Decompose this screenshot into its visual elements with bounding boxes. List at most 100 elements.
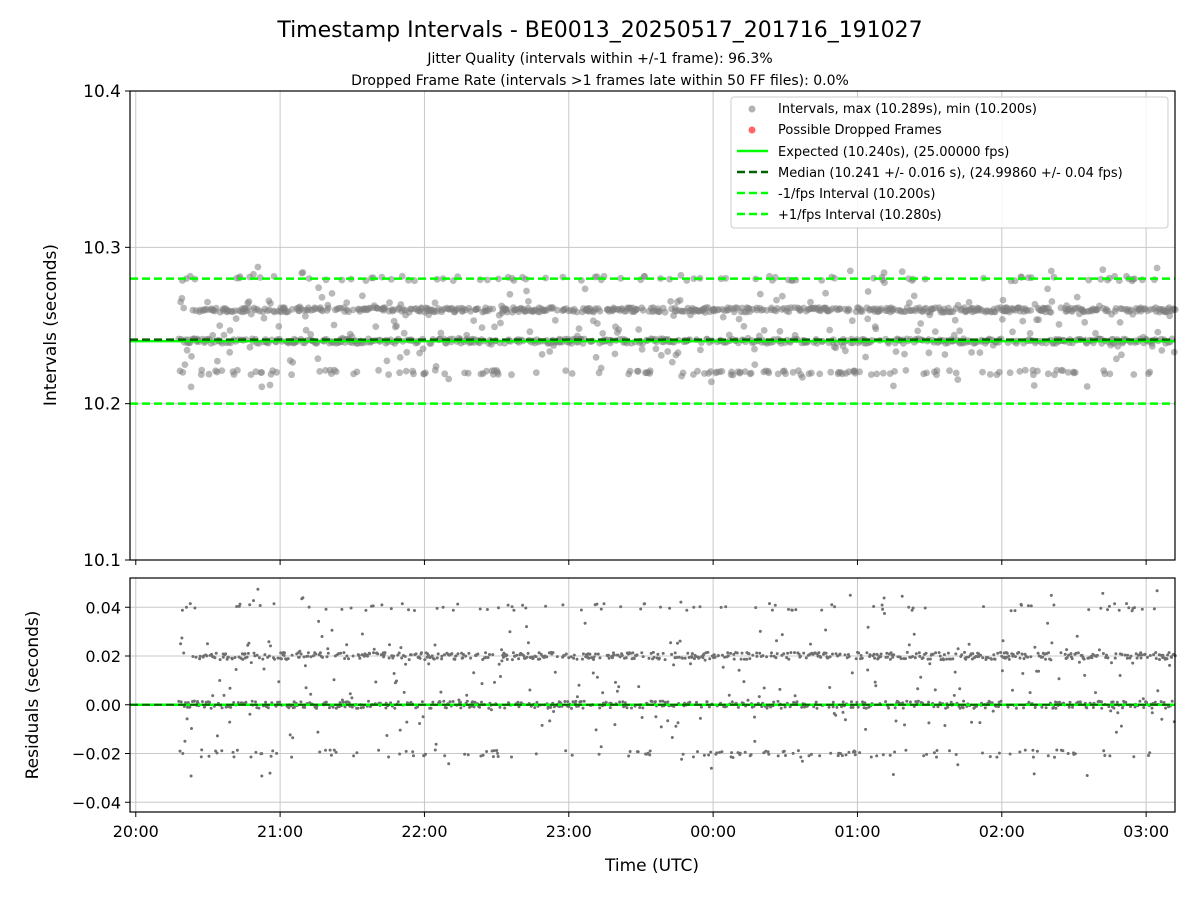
residual-point bbox=[697, 656, 701, 660]
residual-point bbox=[630, 706, 633, 710]
residual-point bbox=[880, 603, 884, 607]
residuals-x-label: Time (UTC) bbox=[604, 856, 699, 876]
residual-point bbox=[1159, 700, 1163, 704]
residual-point bbox=[325, 655, 329, 659]
residual-point bbox=[791, 751, 795, 755]
residual-point bbox=[659, 725, 663, 729]
legend-marker-intervals bbox=[748, 105, 756, 113]
residual-point bbox=[324, 700, 328, 704]
residual-point bbox=[198, 657, 202, 661]
residual-point bbox=[864, 727, 868, 731]
residual-point bbox=[932, 751, 936, 755]
interval-point bbox=[933, 367, 941, 374]
residual-point bbox=[819, 655, 823, 659]
interval-point bbox=[464, 369, 472, 377]
residual-point bbox=[582, 699, 586, 703]
residual-point bbox=[729, 651, 733, 655]
residual-point bbox=[875, 754, 879, 758]
residual-point bbox=[261, 657, 265, 661]
residual-point bbox=[774, 656, 778, 660]
residual-point bbox=[1100, 706, 1104, 710]
residual-point bbox=[338, 701, 342, 705]
residual-point bbox=[580, 657, 584, 661]
interval-point bbox=[1047, 267, 1055, 275]
interval-point bbox=[729, 371, 737, 379]
residual-point bbox=[778, 687, 782, 691]
residual-point bbox=[309, 655, 313, 659]
residual-point bbox=[1119, 724, 1123, 728]
residual-point bbox=[229, 705, 233, 709]
residual-point bbox=[438, 700, 442, 704]
interval-point bbox=[218, 367, 226, 374]
residual-point bbox=[938, 654, 942, 658]
residual-point bbox=[177, 699, 181, 703]
residual-point bbox=[1114, 652, 1118, 656]
interval-point bbox=[735, 315, 743, 323]
residual-point bbox=[451, 700, 455, 703]
residual-point bbox=[510, 755, 513, 759]
residual-point bbox=[472, 705, 476, 709]
interval-point bbox=[778, 292, 786, 300]
residual-point bbox=[552, 710, 556, 713]
residual-point bbox=[1065, 656, 1069, 660]
residual-point bbox=[267, 654, 271, 658]
residual-point bbox=[500, 648, 504, 652]
residual-point bbox=[841, 700, 845, 704]
interval-point bbox=[848, 317, 856, 325]
interval-point bbox=[902, 367, 910, 374]
residuals-x-tick-label: 02:00 bbox=[979, 822, 1025, 841]
residual-point bbox=[1052, 603, 1056, 607]
residual-point bbox=[1107, 604, 1111, 608]
residual-point bbox=[601, 691, 605, 695]
residual-point bbox=[961, 706, 965, 710]
residual-point bbox=[1146, 655, 1149, 659]
interval-point bbox=[198, 366, 206, 374]
residual-point bbox=[1167, 651, 1171, 655]
residual-point bbox=[804, 656, 808, 660]
interval-point bbox=[661, 308, 669, 316]
residual-point bbox=[260, 752, 264, 756]
residual-point bbox=[967, 642, 971, 646]
residual-point bbox=[917, 651, 921, 655]
residual-point bbox=[1162, 701, 1166, 704]
residual-point bbox=[934, 651, 938, 655]
residual-point bbox=[372, 647, 376, 651]
residual-point bbox=[663, 658, 667, 662]
residual-point bbox=[237, 604, 241, 608]
interval-point bbox=[204, 298, 211, 306]
residual-point bbox=[715, 751, 719, 755]
residual-point bbox=[850, 700, 853, 704]
interval-point bbox=[375, 366, 382, 374]
residual-point bbox=[884, 700, 888, 704]
residual-point bbox=[384, 706, 388, 710]
interval-point bbox=[873, 370, 881, 378]
residual-point bbox=[205, 654, 209, 658]
residual-point bbox=[718, 751, 721, 754]
residual-point bbox=[670, 652, 674, 656]
residual-point bbox=[220, 749, 224, 753]
residual-point bbox=[835, 705, 839, 709]
residual-point bbox=[241, 657, 245, 661]
residual-point bbox=[618, 700, 622, 704]
interval-point bbox=[252, 368, 260, 376]
residual-point bbox=[839, 752, 843, 755]
residual-point bbox=[1085, 706, 1089, 710]
residual-point bbox=[594, 652, 597, 656]
residual-point bbox=[740, 651, 744, 655]
residual-point bbox=[544, 604, 548, 608]
residual-point bbox=[872, 652, 876, 656]
residual-point bbox=[942, 658, 946, 662]
residual-point bbox=[815, 706, 819, 710]
residual-point bbox=[461, 656, 465, 660]
residual-point bbox=[666, 700, 670, 704]
legend-marker-dropped bbox=[748, 126, 756, 134]
interval-point bbox=[880, 269, 888, 277]
residual-point bbox=[800, 705, 804, 709]
intervals-y-tick-label: 10.1 bbox=[83, 551, 121, 571]
residuals-x-tick-label: 00:00 bbox=[690, 822, 736, 841]
residual-point bbox=[651, 650, 655, 654]
interval-point bbox=[846, 267, 854, 275]
interval-point bbox=[773, 296, 780, 304]
residual-point bbox=[962, 699, 966, 703]
residual-point bbox=[919, 675, 923, 679]
